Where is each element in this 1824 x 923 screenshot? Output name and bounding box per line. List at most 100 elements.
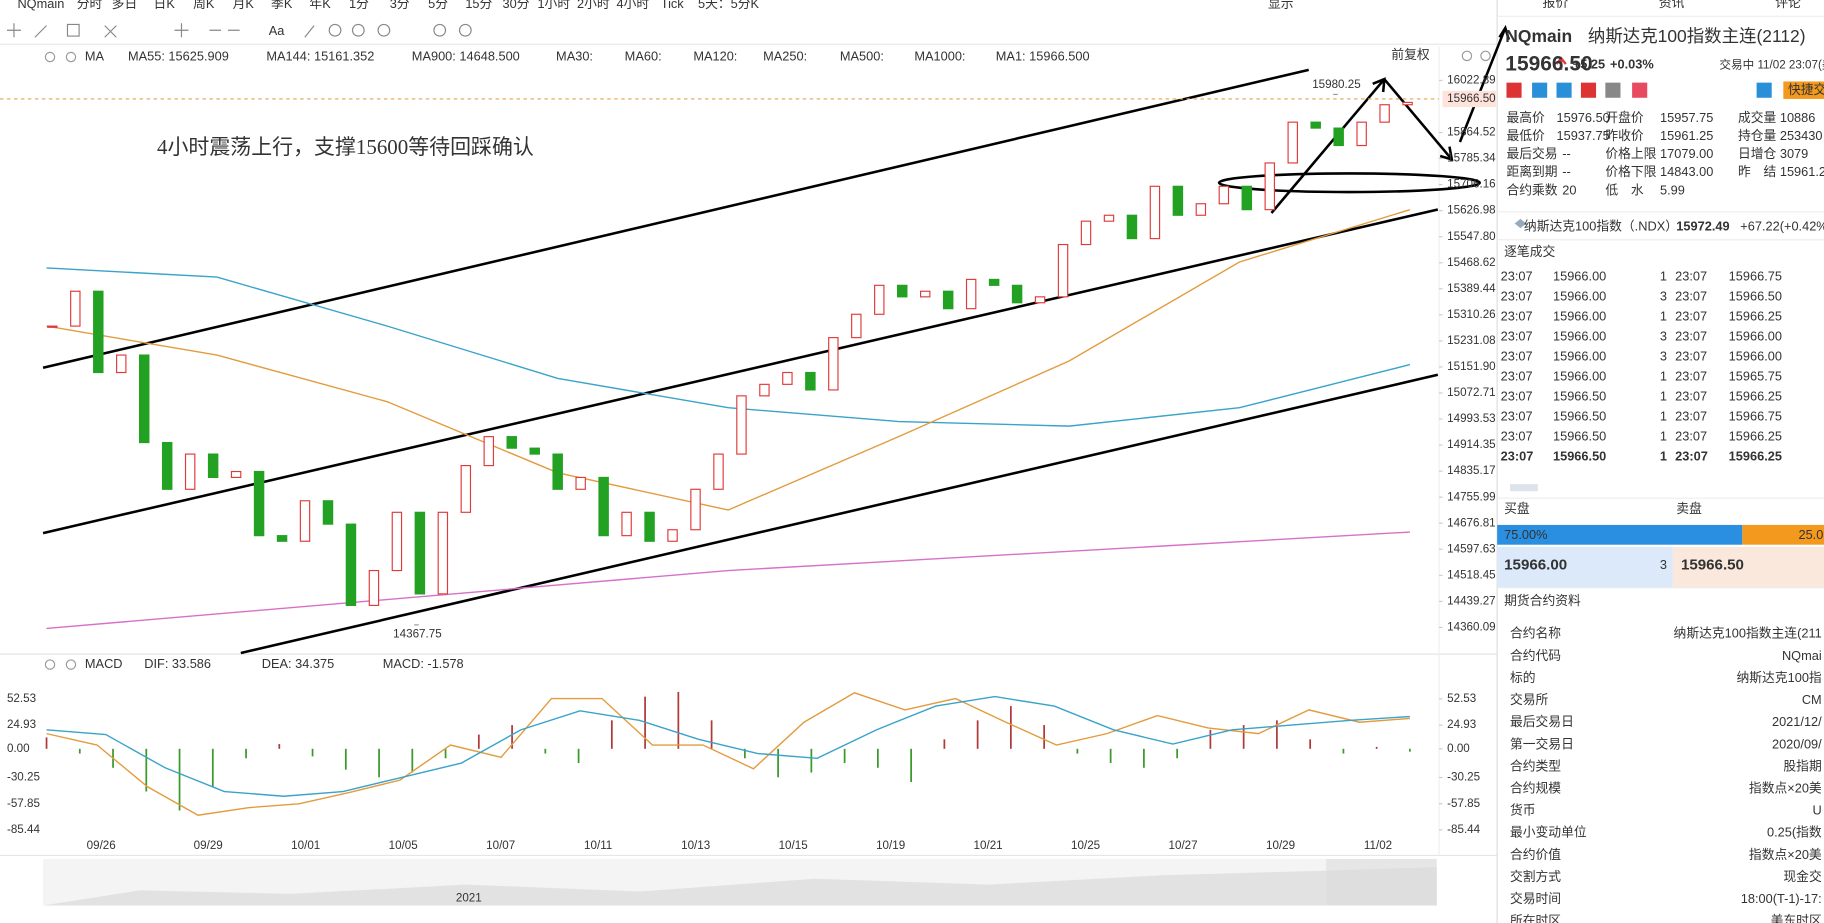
macd-legend: DEA: 34.375 (262, 656, 334, 671)
trade-cell: 3 (1660, 288, 1667, 303)
stat-label: 日增仓 (1738, 146, 1777, 161)
sell-ratio-label: 25.0 (1798, 527, 1823, 542)
stat-label: 最高价 (1506, 110, 1545, 125)
toolbar-tab[interactable]: 5分 (428, 0, 448, 11)
contract-value: 纳斯达克100指数主连(211 (1674, 626, 1822, 641)
macd-legend: DIF: 33.586 (144, 656, 211, 671)
trade-cell: 15966.00 (1553, 268, 1606, 283)
candle (598, 476, 609, 537)
panel-icons[interactable] (44, 50, 1491, 670)
change-pct: +0.03% (1610, 57, 1654, 72)
contract-value: CM (1802, 692, 1822, 707)
toolbar-tab[interactable]: 5天：5分K (698, 0, 760, 11)
font-button[interactable]: Aa (269, 23, 286, 38)
candle (276, 535, 288, 542)
stat-label: 价格上限 (1605, 146, 1656, 161)
panel-tab[interactable]: 评论 (1775, 0, 1801, 10)
trade-cell: 23:07 (1501, 308, 1533, 323)
trade-cell: 3 (1660, 328, 1667, 343)
y-tick-label: 15231.08 (1447, 334, 1495, 347)
contract-value: 18:00(T-1)-17: (1741, 891, 1822, 906)
candle (207, 453, 219, 479)
ma-legend: MA60: (625, 48, 662, 63)
y-tick-label: 14755.99 (1447, 490, 1495, 503)
navigator-label: 2021 (456, 892, 482, 905)
stat-label: 开盘价 (1605, 110, 1644, 125)
toolbar-tab[interactable]: 多日 (112, 0, 138, 11)
ma-legend: MA120: (693, 48, 737, 63)
trade-cell: 15966.00 (1729, 348, 1782, 363)
section-title: 买盘 (1504, 501, 1530, 516)
candle (919, 290, 931, 298)
candle (391, 511, 403, 572)
stat-value: 3079 (1780, 146, 1808, 161)
drawing-tools[interactable] (6, 23, 472, 38)
contract-value: NQmai (1782, 648, 1822, 663)
stat-value: 17079.00 (1660, 146, 1713, 161)
trade-cell: 23:07 (1675, 308, 1707, 323)
toolbar-tab[interactable]: 30分 (503, 0, 530, 11)
adjust-button[interactable]: 前复权 (1391, 47, 1430, 62)
y-tick-label: 24.93 (1447, 718, 1476, 731)
trade-cell: 15965.75 (1729, 368, 1782, 383)
trade-cell: 23:07 (1675, 388, 1707, 403)
display-button[interactable]: 显示 (1268, 0, 1294, 11)
candle (988, 278, 1000, 286)
trade-cell: 23:07 (1501, 328, 1533, 343)
candle (1126, 214, 1138, 240)
trade-cell: 23:07 (1501, 268, 1533, 283)
stat-value: 15961.25 (1660, 128, 1713, 143)
scrollbar[interactable] (1509, 484, 1538, 492)
candle (1241, 185, 1253, 211)
toolbar-tab[interactable]: Tick (661, 0, 685, 11)
candle (1333, 127, 1344, 147)
toolbar-tab[interactable]: 分时 (77, 0, 103, 11)
candle (1218, 185, 1230, 205)
y-tick-label: 15072.71 (1447, 386, 1495, 399)
contract-label: 合约代码 (1510, 648, 1561, 663)
stat-value: 15957.75 (1660, 110, 1713, 125)
candle (116, 354, 127, 374)
toolbar-tab[interactable]: 1小时 (537, 0, 570, 11)
panel-tab[interactable]: 报价 (1543, 0, 1569, 10)
candle (621, 511, 632, 537)
toolbar-tab[interactable]: 4小时 (617, 0, 650, 11)
ma-line (46, 531, 1410, 630)
trade-cell: 15966.25 (1729, 429, 1782, 444)
candle (1103, 214, 1115, 222)
stat-value: 15976.50 (1556, 110, 1609, 125)
toolbar-tab[interactable]: 月K (233, 0, 255, 11)
y-tick-label: 14439.27 (1447, 594, 1495, 607)
candle (828, 337, 839, 391)
candle (851, 313, 862, 339)
navigator-window[interactable] (1326, 858, 1437, 906)
toolbar-tab[interactable]: 季K (271, 0, 293, 11)
candle (644, 511, 655, 542)
toolbar-tab[interactable]: NQmain (17, 0, 64, 11)
toolbar-tab[interactable]: 15分 (465, 0, 492, 11)
trade-cell: 1 (1660, 449, 1667, 464)
toolbar-tab[interactable]: 年K (309, 0, 331, 11)
trade-cell: 1 (1660, 268, 1667, 283)
quote-icons[interactable] (1506, 81, 1824, 99)
stat-label: 价格下限 (1605, 164, 1656, 179)
toolbar-tab[interactable]: 1分 (349, 0, 369, 11)
contract-value: 0.25(指数 (1767, 825, 1822, 840)
contract-value: 2021/12/ (1772, 714, 1822, 729)
toolbar-tab[interactable]: 2小时 (577, 0, 610, 11)
toolbar-tab[interactable]: 日K (154, 0, 176, 11)
ma-legend: MA500: (840, 48, 884, 63)
bid-box (1497, 547, 1673, 588)
toolbar-tab[interactable]: 周K (193, 0, 215, 11)
index-name[interactable]: 纳斯达克100指数（.NDX） (1524, 218, 1678, 233)
trade-cell: 15966.00 (1553, 368, 1606, 383)
stat-label: 成交量 (1738, 110, 1777, 125)
y-tick-label: -85.44 (1447, 823, 1480, 836)
trade-cell: 15966.50 (1553, 449, 1606, 464)
quick-trade[interactable]: 快捷交 (1788, 82, 1824, 97)
indicator-label: MACD (85, 656, 123, 671)
panel-tab[interactable]: 资讯 (1659, 0, 1685, 10)
ma-legend: MA1000: (914, 48, 965, 63)
toolbar-tab[interactable]: 3分 (390, 0, 410, 11)
